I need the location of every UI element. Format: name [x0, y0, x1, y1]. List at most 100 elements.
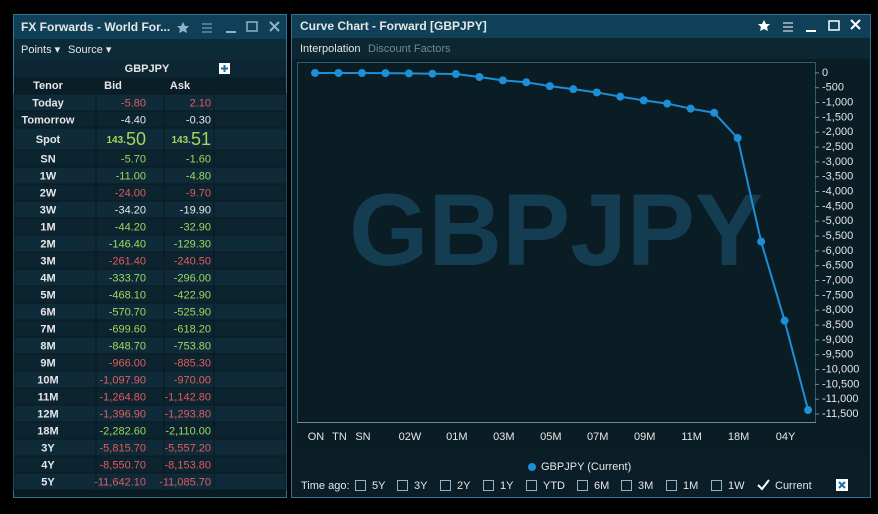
checkbox-label: 1Y — [500, 480, 514, 492]
checkbox[interactable] — [621, 480, 632, 491]
y-tick-label: -4,000 — [822, 185, 853, 197]
data-point[interactable] — [311, 68, 319, 77]
ask-cell: -240.50 — [174, 255, 211, 267]
tenor-cell: 7M — [40, 323, 55, 335]
tenor-cell: 8M — [40, 340, 55, 352]
y-tick-label: -9,000 — [822, 334, 853, 346]
x-tick-label: 05M — [540, 431, 561, 443]
y-tick-label: -10,500 — [822, 378, 859, 390]
data-point[interactable] — [592, 88, 601, 97]
data-point[interactable] — [498, 76, 507, 85]
y-tick-label: -2,000 — [822, 126, 853, 138]
time-ago-label: Time ago: — [301, 480, 350, 492]
data-point[interactable] — [451, 70, 460, 79]
tab-bar — [292, 38, 870, 59]
close-button[interactable] — [850, 19, 861, 30]
data-point[interactable] — [757, 237, 766, 246]
left-title: FX Forwards - World For... — [21, 20, 170, 34]
bid-cell: -44.20 — [115, 221, 146, 233]
checkbox[interactable] — [666, 480, 677, 491]
data-point[interactable] — [780, 316, 789, 325]
bid-cell: -5,815.70 — [100, 442, 146, 454]
bid-cell: -1,396.90 — [100, 408, 146, 420]
data-point[interactable] — [522, 78, 531, 87]
quote-table: GBPJPY Tenor Bid Ask Today -5.80 2.10 Tomorrow -… — [13, 60, 287, 491]
maximize-button[interactable] — [828, 20, 840, 31]
data-point[interactable] — [710, 108, 719, 117]
ask-cell: -1.60 — [186, 153, 211, 165]
toolbar-dropdown[interactable]: Source ▾ — [68, 44, 112, 56]
favorite-button[interactable] — [177, 22, 189, 33]
tenor-cell: 12M — [37, 408, 58, 420]
close-button[interactable] — [269, 21, 280, 32]
ask-cell: -4.80 — [186, 170, 211, 182]
checkbox[interactable] — [526, 480, 537, 491]
y-tick-label: -5,000 — [822, 215, 853, 227]
x-tick-label: 01M — [446, 431, 467, 443]
maximize-button[interactable] — [246, 21, 258, 32]
menu-button[interactable] — [783, 22, 793, 32]
favorite-button[interactable] — [758, 20, 770, 31]
menu-button[interactable] — [202, 23, 212, 33]
data-point[interactable] — [686, 104, 695, 113]
tenor-cell: 6M — [40, 306, 55, 318]
toolbar-dropdown[interactable]: Points ▾ — [21, 44, 61, 56]
instrument-header: GBPJPY — [125, 63, 170, 75]
x-tick-label: 11M — [681, 431, 702, 443]
chart-area — [296, 60, 868, 455]
data-point[interactable] — [545, 82, 554, 91]
bid-cell: -34.20 — [115, 204, 146, 216]
watermark: GBPJPY — [349, 173, 763, 287]
data-point[interactable] — [616, 92, 625, 101]
bid-cell: -570.70 — [109, 306, 146, 318]
right-title: Curve Chart - Forward [GBPJPY] — [300, 19, 487, 33]
ask-cell: -9.70 — [186, 187, 211, 199]
checkbox[interactable] — [355, 480, 366, 491]
checkbox[interactable] — [483, 480, 494, 491]
bid-cell: -146.40 — [109, 238, 146, 250]
checkbox-label: 5Y — [372, 480, 386, 492]
ask-cell: -296.00 — [174, 272, 211, 284]
bid-cell: 143.50 — [107, 129, 147, 149]
tab[interactable]: Interpolation — [300, 43, 361, 55]
checkbox[interactable] — [440, 480, 451, 491]
bid-cell: -5.80 — [121, 97, 146, 109]
data-point[interactable] — [357, 69, 366, 78]
y-tick-label: 0 — [822, 67, 828, 79]
data-point[interactable] — [334, 68, 343, 77]
data-point[interactable] — [381, 69, 390, 78]
left-toolbar — [14, 39, 286, 60]
ask-cell: -753.80 — [174, 340, 211, 352]
tab[interactable]: Discount Factors — [368, 43, 451, 55]
data-point[interactable] — [733, 134, 742, 143]
x-tick-label: 07M — [587, 431, 608, 443]
checkbox[interactable] — [711, 480, 722, 491]
checkbox[interactable] — [397, 480, 408, 491]
data-point[interactable] — [475, 72, 484, 81]
data-point[interactable] — [404, 69, 413, 78]
tenor-cell: 2M — [40, 238, 55, 250]
tenor-cell: 9M — [40, 357, 55, 369]
data-point[interactable] — [663, 99, 672, 108]
data-point[interactable] — [569, 85, 578, 94]
ask-cell: -11,085.70 — [159, 476, 211, 488]
bid-cell: -8,550.70 — [100, 459, 146, 471]
bid-cell: -699.60 — [109, 323, 146, 335]
legend-label: GBPJPY (Current) — [541, 461, 631, 473]
checkbox-label: 6M — [594, 480, 609, 492]
y-tick-label: -3,000 — [822, 156, 853, 168]
y-tick-label: -8,000 — [822, 304, 853, 316]
table-row — [13, 438, 287, 457]
data-point[interactable] — [804, 406, 813, 415]
data-point[interactable] — [639, 96, 648, 105]
checkbox[interactable] — [577, 480, 588, 491]
data-point[interactable] — [428, 69, 437, 78]
checkbox-label: 3Y — [414, 480, 428, 492]
ask-cell: -8,153.80 — [165, 459, 211, 471]
header-row — [14, 60, 286, 77]
checkbox-label: YTD — [543, 480, 565, 492]
ask-cell: -32.90 — [180, 221, 211, 233]
checkbox-checked[interactable] — [757, 479, 770, 491]
tenor-cell: 2W — [40, 187, 57, 199]
bid-cell: -11.00 — [116, 170, 146, 182]
